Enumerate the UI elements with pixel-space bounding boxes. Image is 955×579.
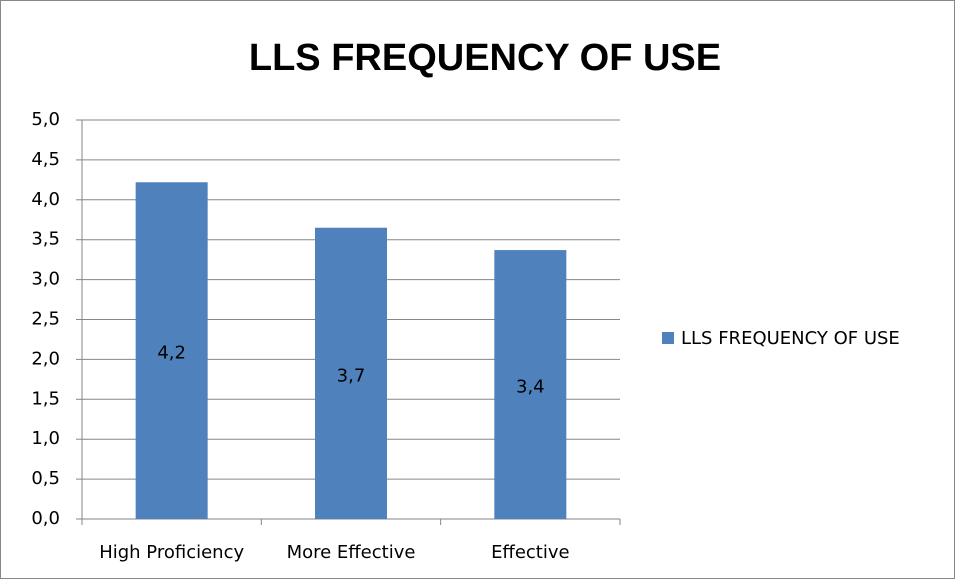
data-label: 3,7: [337, 365, 366, 386]
x-tick-label: More Effective: [287, 542, 416, 563]
bar: [315, 227, 387, 520]
data-label: 4,2: [157, 343, 186, 364]
y-tick-label: 0,5: [31, 468, 60, 489]
x-tick-label: Effective: [491, 542, 570, 563]
y-tick-label: 1,5: [31, 388, 60, 409]
chart-title: LLS FREQUENCY OF USE: [249, 37, 721, 79]
bar: [135, 182, 208, 519]
y-tick-label: 0,0: [31, 508, 60, 529]
bar: [494, 250, 567, 519]
x-tick-label: High Proficiency: [99, 542, 244, 563]
y-tick-label: 5,0: [31, 109, 60, 130]
y-tick-label: 3,5: [31, 229, 60, 250]
legend-label: LLS FREQUENCY OF USE: [681, 328, 900, 349]
y-tick-label: 2,0: [31, 348, 60, 369]
y-tick-label: 4,5: [31, 149, 60, 170]
y-tick-label: 2,5: [31, 309, 60, 330]
y-tick-label: 4,0: [31, 189, 60, 210]
legend-swatch: [662, 332, 674, 344]
y-tick-label: 1,0: [31, 428, 60, 449]
data-label: 3,4: [516, 377, 545, 398]
y-tick-label: 3,0: [31, 269, 60, 290]
